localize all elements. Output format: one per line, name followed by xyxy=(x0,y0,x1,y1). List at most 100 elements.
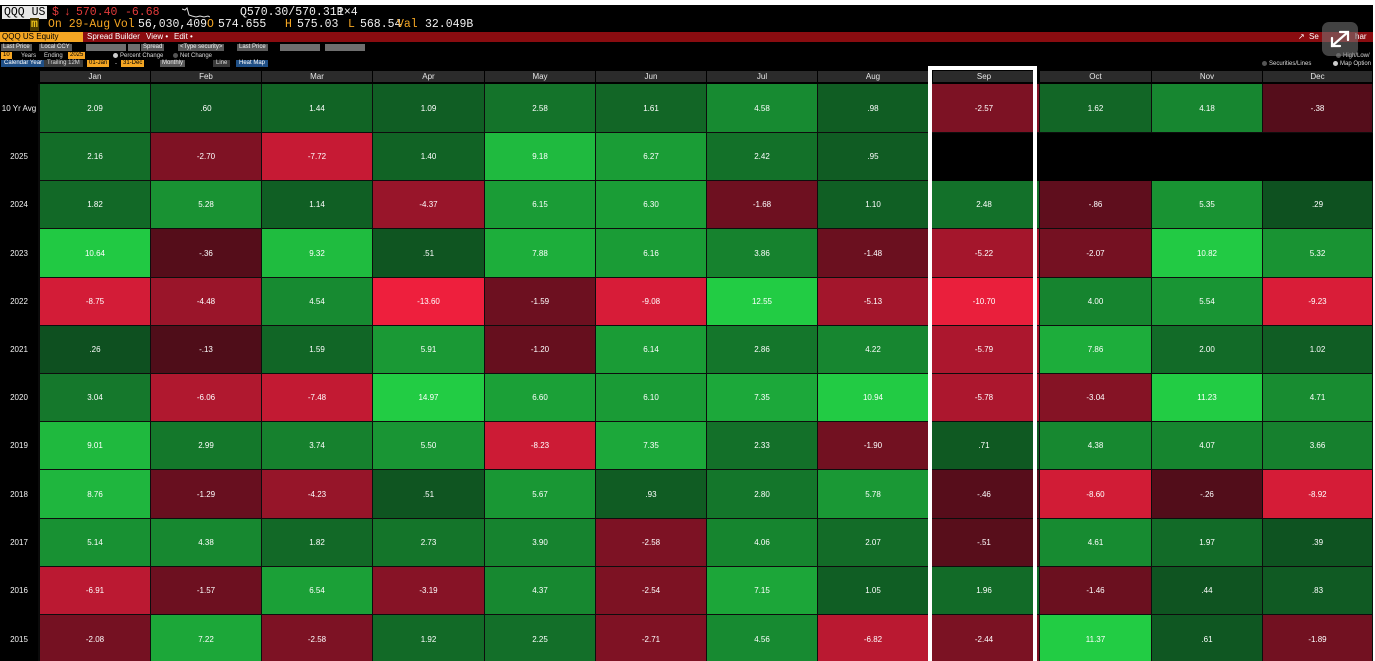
heatmap-cell[interactable]: 5.50 xyxy=(373,422,485,470)
heatmap-cell[interactable]: 3.66 xyxy=(1263,422,1373,470)
heatmap-cell[interactable]: -1.29 xyxy=(151,470,262,519)
heatmap-cell[interactable]: 7.35 xyxy=(596,422,707,470)
heatmap-cell[interactable]: -.46 xyxy=(929,470,1040,519)
heatmap-cell[interactable]: 5.32 xyxy=(1263,229,1373,278)
heatmap-cell[interactable]: -.86 xyxy=(1040,181,1152,229)
spread-select[interactable]: Spread xyxy=(141,44,165,51)
heatmap-cell[interactable]: 2.16 xyxy=(40,133,151,181)
heatmap-cell[interactable]: 2.07 xyxy=(818,519,929,567)
heatmap-cell[interactable]: 9.01 xyxy=(40,422,151,470)
heatmap-cell[interactable]: -2.07 xyxy=(1040,229,1152,278)
heatmap-cell[interactable]: 5.78 xyxy=(818,470,929,519)
heatmap-cell[interactable]: 2.48 xyxy=(929,181,1040,229)
heatmap-cell[interactable]: 2.09 xyxy=(40,84,151,133)
heatmap-cell[interactable]: 4.58 xyxy=(707,84,818,133)
heatmap-cell[interactable]: 1.96 xyxy=(929,567,1040,615)
heatmap-cell[interactable]: 3.90 xyxy=(485,519,596,567)
heatmap-cell[interactable]: 4.38 xyxy=(1040,422,1152,470)
heatmap-cell[interactable]: 4.71 xyxy=(1263,374,1373,422)
heatmap-cell[interactable]: -3.04 xyxy=(1040,374,1152,422)
heatmap-cell[interactable]: 7.88 xyxy=(485,229,596,278)
heatmap-cell[interactable]: -5.78 xyxy=(929,374,1040,422)
heatmap-cell[interactable]: -4.48 xyxy=(151,278,262,326)
frequency-select[interactable]: Monthly xyxy=(160,60,186,67)
heatmap-cell[interactable]: 1.09 xyxy=(373,84,485,133)
heatmap-cell[interactable]: .60 xyxy=(151,84,262,133)
blank-field-1[interactable] xyxy=(86,44,126,51)
heatmap-cell[interactable]: 1.59 xyxy=(262,326,373,374)
heatmap-cell[interactable]: 3.04 xyxy=(40,374,151,422)
heatmap-cell[interactable]: 5.14 xyxy=(40,519,151,567)
heatmap-cell[interactable]: -8.60 xyxy=(1040,470,1152,519)
heatmap-cell[interactable]: -8.23 xyxy=(485,422,596,470)
heatmap-cell[interactable]: -5.79 xyxy=(929,326,1040,374)
heatmap-cell[interactable]: -6.91 xyxy=(40,567,151,615)
heatmap-cell[interactable]: 5.35 xyxy=(1152,181,1263,229)
heatmap-cell[interactable]: -2.70 xyxy=(151,133,262,181)
heatmap-cell[interactable]: -1.68 xyxy=(707,181,818,229)
type-security-input[interactable]: <Type security> xyxy=(178,44,225,51)
heatmap-cell[interactable]: 5.91 xyxy=(373,326,485,374)
heatmap-cell[interactable]: 4.22 xyxy=(818,326,929,374)
heatmap-cell[interactable]: -.26 xyxy=(1152,470,1263,519)
heatmap-cell[interactable]: -1.89 xyxy=(1263,615,1373,661)
heatmap-cell[interactable]: -9.23 xyxy=(1263,278,1373,326)
heatmap-cell[interactable]: 2.25 xyxy=(485,615,596,661)
heatmap-cell[interactable]: -7.48 xyxy=(262,374,373,422)
heatmap-cell[interactable]: 1.82 xyxy=(262,519,373,567)
currency-select[interactable]: Local CCY xyxy=(39,44,72,51)
heatmap-cell[interactable]: 1.61 xyxy=(596,84,707,133)
heatmap-cell[interactable]: 7.86 xyxy=(1040,326,1152,374)
heatmap-cell[interactable] xyxy=(1263,133,1373,181)
heatmap-cell[interactable]: 6.30 xyxy=(596,181,707,229)
heatmap-cell[interactable]: -10.70 xyxy=(929,278,1040,326)
heatmap-cell[interactable]: 8.76 xyxy=(40,470,151,519)
heatmap-cell[interactable]: -2.44 xyxy=(929,615,1040,661)
heatmap-cell[interactable]: -1.46 xyxy=(1040,567,1152,615)
heatmap-cell[interactable]: 3.86 xyxy=(707,229,818,278)
heatmap-cell[interactable] xyxy=(1152,133,1263,181)
heatmap-cell[interactable]: 2.86 xyxy=(707,326,818,374)
heatmap-cell[interactable]: .83 xyxy=(1263,567,1373,615)
heatmap-cell[interactable]: .29 xyxy=(1263,181,1373,229)
heatmap-cell[interactable]: -4.37 xyxy=(373,181,485,229)
heatmap-cell[interactable]: 1.97 xyxy=(1152,519,1263,567)
heatmap-cell[interactable]: 12.55 xyxy=(707,278,818,326)
search-link[interactable]: Se xyxy=(1309,32,1319,41)
heatmap-cell[interactable]: 9.32 xyxy=(262,229,373,278)
heatmap-cell[interactable]: 11.23 xyxy=(1152,374,1263,422)
map-options-option[interactable]: Map Option xyxy=(1333,60,1371,68)
heatmap-cell[interactable]: 1.02 xyxy=(1263,326,1373,374)
heatmap-cell[interactable]: 4.00 xyxy=(1040,278,1152,326)
heatmap-cell[interactable]: -6.82 xyxy=(818,615,929,661)
from-date[interactable]: 01-Jan xyxy=(87,60,110,67)
blank-field-2[interactable] xyxy=(128,44,140,51)
heatmap-cell[interactable]: -1.57 xyxy=(151,567,262,615)
field-select[interactable]: Last Price xyxy=(1,44,32,51)
expand-button[interactable] xyxy=(1322,22,1358,56)
heatmap-cell[interactable]: .39 xyxy=(1263,519,1373,567)
heatmap-cell[interactable]: 2.99 xyxy=(151,422,262,470)
blank-field-3[interactable] xyxy=(280,44,320,51)
heatmap-cell[interactable]: 9.18 xyxy=(485,133,596,181)
heatmap-cell[interactable]: -2.58 xyxy=(596,519,707,567)
heatmap-cell[interactable]: -1.48 xyxy=(818,229,929,278)
heatmap-cell[interactable]: 1.62 xyxy=(1040,84,1152,133)
ticker[interactable]: QQQ US xyxy=(2,6,48,19)
menu-edit[interactable]: Edit • xyxy=(174,32,193,41)
heatmap-cell[interactable]: 1.14 xyxy=(262,181,373,229)
heatmap-cell[interactable]: .98 xyxy=(818,84,929,133)
heatmap-cell[interactable]: 1.10 xyxy=(818,181,929,229)
heatmap-cell[interactable]: -1.59 xyxy=(485,278,596,326)
heatmap-cell[interactable]: 6.60 xyxy=(485,374,596,422)
security-field[interactable]: QQQ US Equity xyxy=(0,32,83,42)
heatmap-cell[interactable]: 2.33 xyxy=(707,422,818,470)
second-field-select[interactable]: Last Price xyxy=(237,44,268,51)
heatmap-cell[interactable]: 6.14 xyxy=(596,326,707,374)
heatmap-cell[interactable]: 1.92 xyxy=(373,615,485,661)
heatmap-cell[interactable]: 14.97 xyxy=(373,374,485,422)
heatmap-cell[interactable]: 5.67 xyxy=(485,470,596,519)
heatmap-cell[interactable]: -1.20 xyxy=(485,326,596,374)
heatmap-cell[interactable]: -.38 xyxy=(1263,84,1373,133)
heatmap-cell[interactable]: .71 xyxy=(929,422,1040,470)
